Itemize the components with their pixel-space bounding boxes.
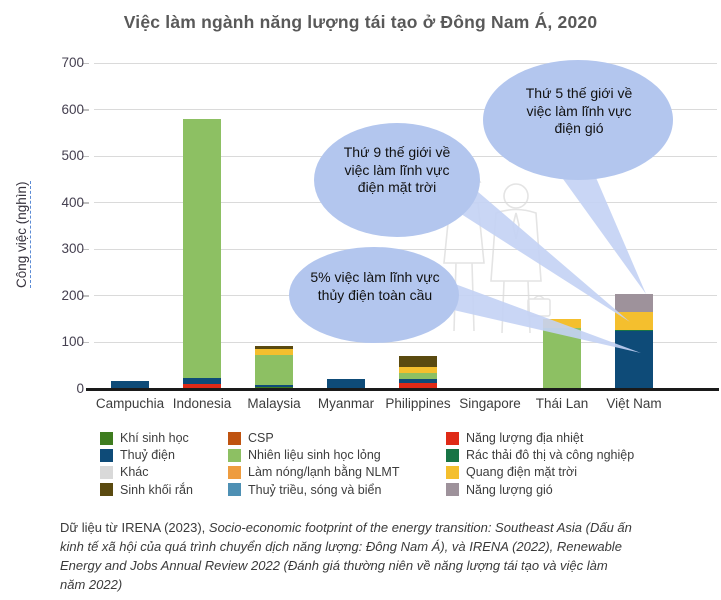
legend-item: Năng lượng địa nhiệt xyxy=(446,431,583,445)
businessman-body xyxy=(490,208,542,282)
legend-label: Thuỷ điện xyxy=(120,448,175,463)
bar-segment xyxy=(615,329,653,332)
legend-swatch xyxy=(446,448,459,462)
x-axis-line xyxy=(86,387,719,391)
y-tick-label: 300 xyxy=(61,241,84,257)
source-note: Dữ liệu từ IRENA (2023), Socio-economic … xyxy=(60,519,634,594)
wind-callout-text: Thứ 5 thế giới về việc làm lĩnh vực điện… xyxy=(525,85,633,137)
legend-swatch xyxy=(446,465,459,479)
y-tick-mark xyxy=(82,341,89,344)
x-axis-label: Singapore xyxy=(459,396,521,411)
worker-body xyxy=(443,202,485,264)
bar-segment xyxy=(255,349,293,356)
bar-segment xyxy=(399,383,437,389)
bar-segment xyxy=(111,380,149,389)
y-tick-mark xyxy=(82,155,89,158)
legend-swatch xyxy=(100,431,113,445)
legend-swatch xyxy=(228,448,241,462)
x-axis-label: Thái Lan xyxy=(535,396,589,411)
legend-item: Khác xyxy=(100,465,149,479)
legend-item: Thuỷ điện xyxy=(100,448,175,462)
legend-item: Năng lượng gió xyxy=(446,483,553,497)
y-tick-mark xyxy=(82,295,89,297)
legend-item: Thuỷ triều, sóng và biển xyxy=(228,483,381,497)
y-tick-label: 500 xyxy=(61,148,84,164)
legend-swatch xyxy=(100,483,113,497)
y-tick-mark xyxy=(82,248,89,251)
x-axis-label: Campuchia xyxy=(95,396,165,411)
x-axis-label: Myanmar xyxy=(317,396,375,411)
y-tick-mark xyxy=(82,202,89,204)
legend-swatch xyxy=(446,483,459,497)
worker-legs xyxy=(453,262,475,332)
legend-swatch xyxy=(100,465,113,479)
bar-segment xyxy=(327,378,365,389)
legend-item: Rác thải đô thị và công nghiệp xyxy=(446,448,634,462)
chart-title: Việc làm ngành năng lượng tái tạo ở Đông… xyxy=(123,12,598,32)
y-tick-mark xyxy=(82,62,89,64)
bar-segment xyxy=(543,328,581,389)
source-text-run: Dữ liệu từ IRENA (2023), xyxy=(60,520,209,535)
x-axis-label: Indonesia xyxy=(172,396,232,411)
businessman-head xyxy=(503,183,529,209)
solar-callout-text: Thứ 9 thế giới về việc làm lĩnh vực điện… xyxy=(343,144,451,196)
y-tick-label: 0 xyxy=(76,381,84,396)
y-tick-label: 200 xyxy=(61,287,84,303)
bar-segment xyxy=(255,384,293,388)
bar-segment xyxy=(543,318,581,329)
bar-segment xyxy=(183,378,221,385)
legend-item: Quang điện mặt trời xyxy=(446,465,577,479)
bar-segment xyxy=(399,367,437,374)
legend-item: Làm nóng/lạnh bằng NLMT xyxy=(228,465,399,479)
x-axis-label: Việt Nam xyxy=(606,396,662,411)
legend-swatch xyxy=(100,448,113,462)
businessman-tie xyxy=(512,212,520,240)
legend-label: Quang điện mặt trời xyxy=(466,465,578,480)
legend-label: Năng lượng gió xyxy=(466,482,553,497)
gridline xyxy=(94,109,717,111)
legend-label: Khí sinh học xyxy=(120,431,189,445)
bar-segment xyxy=(615,293,653,313)
legend-item: CSP xyxy=(228,431,274,445)
x-axis-label: Philippines xyxy=(385,396,451,411)
bar-segment xyxy=(399,356,437,368)
bar-segment xyxy=(255,345,293,350)
businessman-legs xyxy=(501,280,531,334)
bar-segment xyxy=(615,331,653,389)
legend-label: CSP xyxy=(248,431,274,445)
briefcase-icon xyxy=(527,298,551,317)
legend-swatch xyxy=(228,431,241,445)
source-text-run: Socio-economic footprint of the energy t… xyxy=(60,520,632,592)
legend-label: Khác xyxy=(120,465,149,480)
legend-swatch xyxy=(228,483,241,497)
legend-label: Thuỷ triều, sóng và biển xyxy=(248,482,382,497)
legend-label: Làm nóng/lạnh bằng NLMT xyxy=(248,465,400,480)
hydro-callout-text: 5% việc làm lĩnh vực thủy điện toàn cầu xyxy=(310,269,440,303)
bar-segment xyxy=(399,379,437,384)
legend-swatch xyxy=(446,431,459,445)
bar-segment xyxy=(255,355,293,385)
y-tick-label: 400 xyxy=(61,194,84,210)
bar-segment xyxy=(183,118,221,379)
legend-label: Năng lượng địa nhiệt xyxy=(466,431,584,445)
bar-segment xyxy=(399,373,437,380)
y-axis-title: Công việc (nghìn) xyxy=(14,181,31,288)
legend-label: Sinh khối rắn xyxy=(120,482,193,497)
y-tick-label: 600 xyxy=(61,101,84,117)
legend-item: Nhiên liệu sinh học lỏng xyxy=(228,448,381,462)
legend-swatch xyxy=(228,465,241,479)
bar-segment xyxy=(183,384,221,389)
y-tick-label: 100 xyxy=(61,334,84,350)
y-tick-mark xyxy=(82,109,89,111)
bar-segment xyxy=(615,312,653,330)
legend-item: Sinh khối rắn xyxy=(100,483,193,497)
legend-label: Nhiên liệu sinh học lỏng xyxy=(248,448,381,463)
legend-label: Rác thải đô thị và công nghiệp xyxy=(466,448,635,463)
gridline xyxy=(94,62,717,64)
x-axis-label: Malaysia xyxy=(247,396,301,411)
legend-item: Khí sinh học xyxy=(100,431,189,445)
y-tick-label: 700 xyxy=(61,55,84,70)
